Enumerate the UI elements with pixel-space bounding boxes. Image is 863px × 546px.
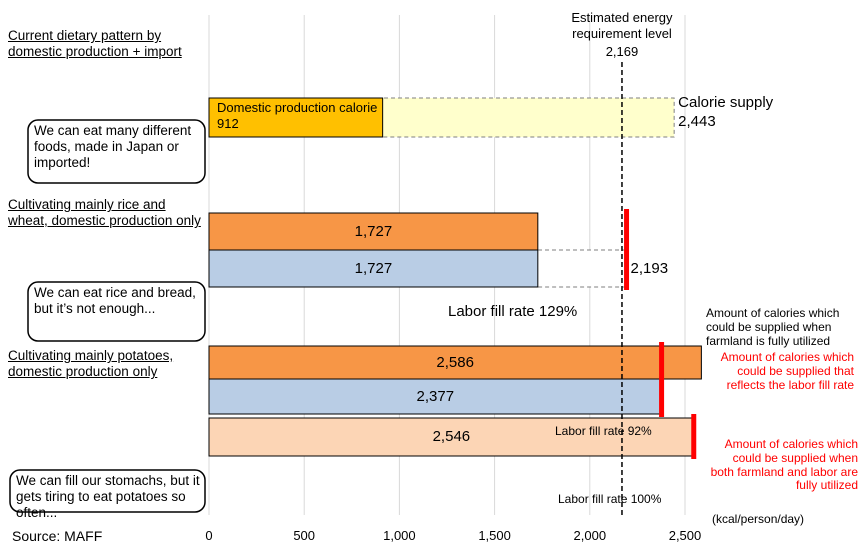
note: Amount of calories which could be suppli… [710, 437, 858, 493]
x-tick-label: 2,000 [573, 528, 607, 543]
speech-text: We can eat many different foods, made in… [34, 123, 192, 171]
x-tick-label: 0 [205, 528, 213, 543]
value-label: 2,546 [432, 428, 471, 445]
bar [208, 249, 539, 288]
series-label: Calorie supply [678, 94, 774, 111]
source: Source: MAFF [12, 528, 103, 544]
x-tick-label: 500 [293, 528, 316, 543]
reference-value: 2,169 [605, 44, 639, 59]
x-tick-label: 1,000 [383, 528, 416, 543]
speech-text: We can eat rice and bread, but it’s not … [34, 285, 196, 317]
bar [208, 417, 695, 457]
speech-bubble [9, 469, 206, 513]
bar [208, 97, 384, 138]
bar [208, 212, 539, 251]
value-label: 2,586 [436, 353, 474, 371]
value-label: 1,727 [354, 259, 393, 277]
value-label: 1,727 [354, 222, 393, 240]
labor-fill-label: Labor fill rate 92% [555, 424, 652, 438]
speech-bubble [27, 119, 206, 184]
x-tick-label: 2,500 [668, 528, 702, 543]
value-label: 2,443 [678, 113, 716, 130]
scenario-title: Current dietary pattern by domestic prod… [8, 28, 182, 60]
value-label: 2,377 [416, 387, 455, 405]
scenario-title: Cultivating mainly potatoes, domestic pr… [8, 348, 174, 380]
unit-label: (kcal/person/day) [712, 512, 805, 526]
speech-bubble [27, 281, 206, 342]
labor-fill-label: Labor fill rate 129% [448, 303, 578, 320]
note: Amount of calories which could be suppli… [706, 306, 840, 348]
bar [208, 378, 663, 415]
speech-text: We can fill our stomachs, but it gets ti… [16, 473, 200, 521]
value-label: 2,193 [630, 259, 669, 277]
note: Amount of calories which could be suppli… [720, 350, 854, 392]
reference-label: Estimated energy requirement level [571, 10, 673, 41]
scenario-title: Cultivating mainly rice and wheat, domes… [8, 197, 201, 229]
bar [208, 345, 702, 380]
x-tick-label: 1,500 [478, 528, 511, 543]
value-label: Domestic production calorie 912 [217, 100, 378, 131]
labor-fill-label: Labor fill rate 100% [558, 492, 662, 506]
